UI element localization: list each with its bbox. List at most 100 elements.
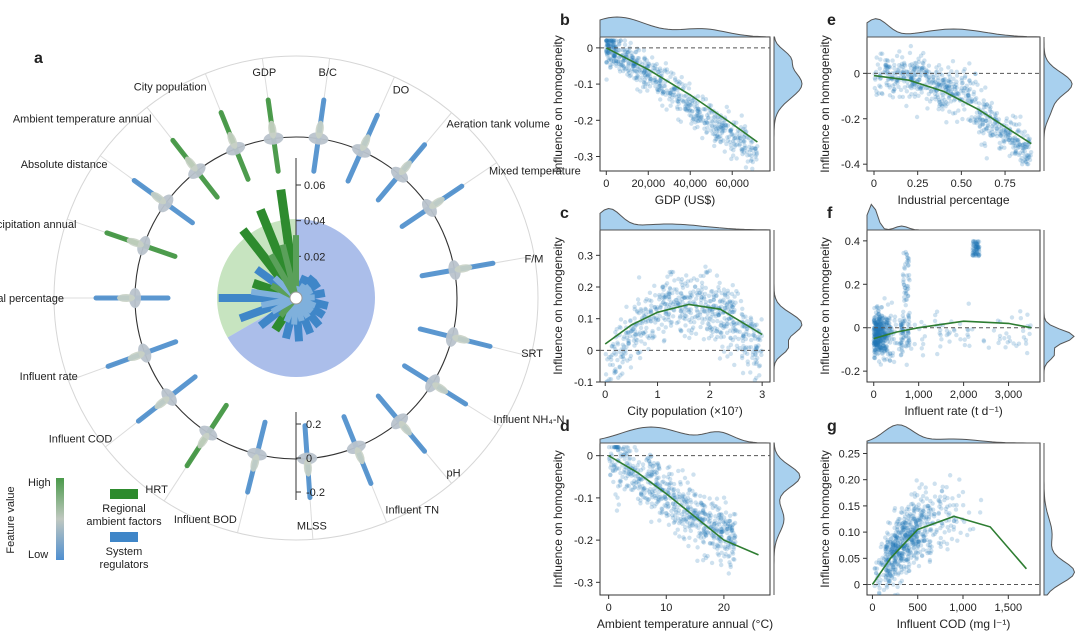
point xyxy=(893,543,898,549)
point xyxy=(727,299,733,305)
point xyxy=(618,38,623,43)
violin-tip-6 xyxy=(452,334,470,344)
point xyxy=(653,495,658,501)
point xyxy=(900,525,906,531)
point xyxy=(615,340,620,345)
point xyxy=(996,117,1002,122)
point xyxy=(875,338,881,343)
point xyxy=(707,518,712,524)
point xyxy=(715,507,721,513)
point xyxy=(873,314,879,319)
point xyxy=(939,103,945,109)
point xyxy=(977,120,983,125)
point xyxy=(913,541,919,546)
point xyxy=(976,253,982,258)
point xyxy=(898,87,904,93)
point xyxy=(940,521,945,526)
point xyxy=(876,319,882,324)
point xyxy=(887,539,893,545)
point xyxy=(667,297,672,302)
point xyxy=(885,542,890,548)
point xyxy=(943,506,949,511)
point xyxy=(902,556,907,562)
point xyxy=(613,492,618,497)
point xyxy=(883,557,889,562)
point xyxy=(638,498,643,503)
point xyxy=(947,339,952,344)
point xyxy=(901,546,907,551)
point xyxy=(734,120,739,125)
point xyxy=(935,351,940,357)
point xyxy=(927,542,933,548)
point xyxy=(742,139,747,145)
point xyxy=(877,83,882,88)
point xyxy=(686,103,692,109)
point xyxy=(626,67,631,72)
point xyxy=(674,297,679,303)
point xyxy=(904,525,909,530)
point xyxy=(1008,120,1014,126)
point xyxy=(687,487,692,492)
point xyxy=(962,519,967,525)
point xyxy=(893,556,898,562)
point xyxy=(1016,144,1022,150)
point xyxy=(705,321,711,327)
point xyxy=(668,480,674,486)
point xyxy=(675,516,680,521)
point xyxy=(748,158,754,163)
point xyxy=(714,132,720,138)
point xyxy=(665,465,670,471)
point xyxy=(683,99,689,104)
fit-line xyxy=(873,74,1032,145)
point xyxy=(729,524,734,529)
point xyxy=(625,50,631,55)
point xyxy=(883,573,888,579)
point xyxy=(976,239,982,244)
point xyxy=(650,467,655,473)
point xyxy=(714,329,719,334)
point xyxy=(893,567,898,572)
point xyxy=(731,141,737,146)
point xyxy=(894,521,899,527)
point xyxy=(904,362,909,368)
point xyxy=(673,531,678,536)
point xyxy=(693,491,698,497)
point xyxy=(903,302,908,308)
point xyxy=(688,310,694,316)
point xyxy=(686,328,692,333)
point xyxy=(631,326,636,331)
point xyxy=(908,76,913,81)
point xyxy=(643,329,648,335)
point xyxy=(890,582,896,587)
point xyxy=(666,292,672,297)
point xyxy=(716,313,721,318)
point xyxy=(948,523,954,528)
point xyxy=(888,329,893,334)
point xyxy=(924,515,929,520)
point xyxy=(625,461,630,466)
point xyxy=(646,63,652,69)
point xyxy=(872,85,878,91)
point xyxy=(885,552,890,557)
point xyxy=(923,73,928,78)
point xyxy=(747,144,752,149)
point xyxy=(928,550,933,556)
point xyxy=(664,281,670,286)
point xyxy=(708,530,713,536)
point xyxy=(694,307,700,313)
point xyxy=(617,479,622,484)
point xyxy=(909,75,914,80)
point xyxy=(676,520,682,526)
point xyxy=(873,321,879,326)
point xyxy=(645,63,650,69)
point xyxy=(917,65,923,71)
point xyxy=(986,123,991,129)
point xyxy=(882,335,887,341)
point xyxy=(873,340,878,345)
point xyxy=(612,52,617,58)
point xyxy=(677,96,682,102)
point xyxy=(701,503,706,508)
point xyxy=(896,516,901,522)
point xyxy=(728,335,733,340)
point xyxy=(684,502,690,507)
